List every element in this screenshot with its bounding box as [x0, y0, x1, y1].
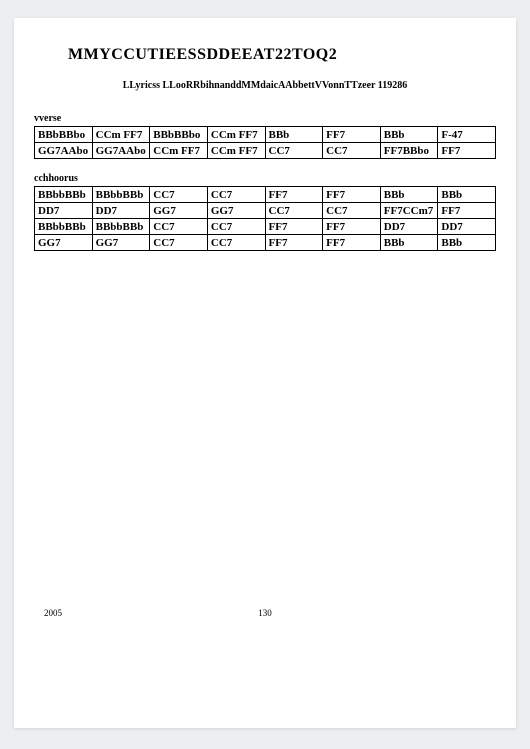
- chord-cell: DD7: [92, 203, 150, 219]
- chord-cell: BBbbBBb: [35, 219, 93, 235]
- chord-table: BBbBBboCCm FF7BBbBBboCCm FF7BBbFF7BBbF-4…: [34, 126, 496, 159]
- chord-cell: GG7: [35, 235, 93, 251]
- chord-cell: BBb: [380, 187, 438, 203]
- chord-cell: FF7: [438, 143, 496, 159]
- table-row: BBbbBBbBBbbBBbCC7CC7FF7FF7BBbBBb: [35, 187, 496, 203]
- chord-table: BBbbBBbBBbbBBbCC7CC7FF7FF7BBbBBbDD7DD7GG…: [34, 186, 496, 251]
- chord-cell: FF7BBbo: [380, 143, 438, 159]
- table-row: GG7GG7CC7CC7FF7FF7BBbBBb: [35, 235, 496, 251]
- chord-cell: CCm FF7: [207, 143, 265, 159]
- song-title: MMYCCUTIEESSDDEEAT22TOQ2: [68, 46, 496, 64]
- chord-cell: CC7: [150, 235, 208, 251]
- chord-cell: CC7: [323, 143, 381, 159]
- chord-cell: CCm FF7: [150, 143, 208, 159]
- chord-cell: FF7: [265, 187, 323, 203]
- chord-cell: BBb: [265, 127, 323, 143]
- chord-cell: GG7AAbo: [92, 143, 150, 159]
- section-label: vverse: [34, 113, 496, 124]
- chord-cell: GG7: [150, 203, 208, 219]
- chord-cell: BBb: [380, 235, 438, 251]
- chord-cell: BBb: [438, 187, 496, 203]
- chord-cell: FF7: [323, 127, 381, 143]
- chord-cell: CCm FF7: [92, 127, 150, 143]
- chord-cell: GG7: [207, 203, 265, 219]
- chord-cell: FF7: [323, 235, 381, 251]
- chord-cell: BBbbBBb: [92, 187, 150, 203]
- chord-cell: GG7AAbo: [35, 143, 93, 159]
- page: MMYCCUTIEESSDDEEAT22TOQ2 LLyricss LLooRR…: [14, 18, 516, 728]
- chord-cell: FF7CCm7: [380, 203, 438, 219]
- chord-cell: CC7: [150, 219, 208, 235]
- chord-cell: CC7: [265, 143, 323, 159]
- chord-cell: CC7: [150, 187, 208, 203]
- chord-cell: DD7: [438, 219, 496, 235]
- chord-cell: BBbBBbo: [150, 127, 208, 143]
- table-row: BBbBBboCCm FF7BBbBBboCCm FF7BBbFF7BBbF-4…: [35, 127, 496, 143]
- footer-year: 2005: [44, 608, 62, 618]
- chord-cell: CC7: [207, 219, 265, 235]
- chord-cell: CC7: [207, 187, 265, 203]
- section-label: cchhoorus: [34, 173, 496, 184]
- chord-cell: CCm FF7: [207, 127, 265, 143]
- footer-page: 130: [258, 608, 272, 618]
- sections-container: vverseBBbBBboCCm FF7BBbBBboCCm FF7BBbFF7…: [34, 113, 496, 251]
- table-row: BBbbBBbBBbbBBbCC7CC7FF7FF7DD7DD7: [35, 219, 496, 235]
- chord-cell: DD7: [380, 219, 438, 235]
- chord-cell: CC7: [323, 203, 381, 219]
- chord-cell: FF7: [265, 219, 323, 235]
- chord-cell: BBb: [380, 127, 438, 143]
- chord-cell: CC7: [265, 203, 323, 219]
- chord-cell: BBbBBbo: [35, 127, 93, 143]
- chord-cell: FF7: [438, 203, 496, 219]
- chord-cell: BBbbBBb: [92, 219, 150, 235]
- song-subtitle: LLyricss LLooRRbihnanddMMdaicAAbbettVVon…: [34, 80, 496, 91]
- table-row: GG7AAboGG7AAboCCm FF7CCm FF7CC7CC7FF7BBb…: [35, 143, 496, 159]
- chord-cell: FF7: [265, 235, 323, 251]
- chord-cell: BBbbBBb: [35, 187, 93, 203]
- chord-cell: CC7: [207, 235, 265, 251]
- chord-cell: FF7: [323, 187, 381, 203]
- chord-cell: F-47: [438, 127, 496, 143]
- chord-cell: GG7: [92, 235, 150, 251]
- chord-cell: BBb: [438, 235, 496, 251]
- table-row: DD7DD7GG7GG7CC7CC7FF7CCm7FF7: [35, 203, 496, 219]
- chord-cell: FF7: [323, 219, 381, 235]
- chord-cell: DD7: [35, 203, 93, 219]
